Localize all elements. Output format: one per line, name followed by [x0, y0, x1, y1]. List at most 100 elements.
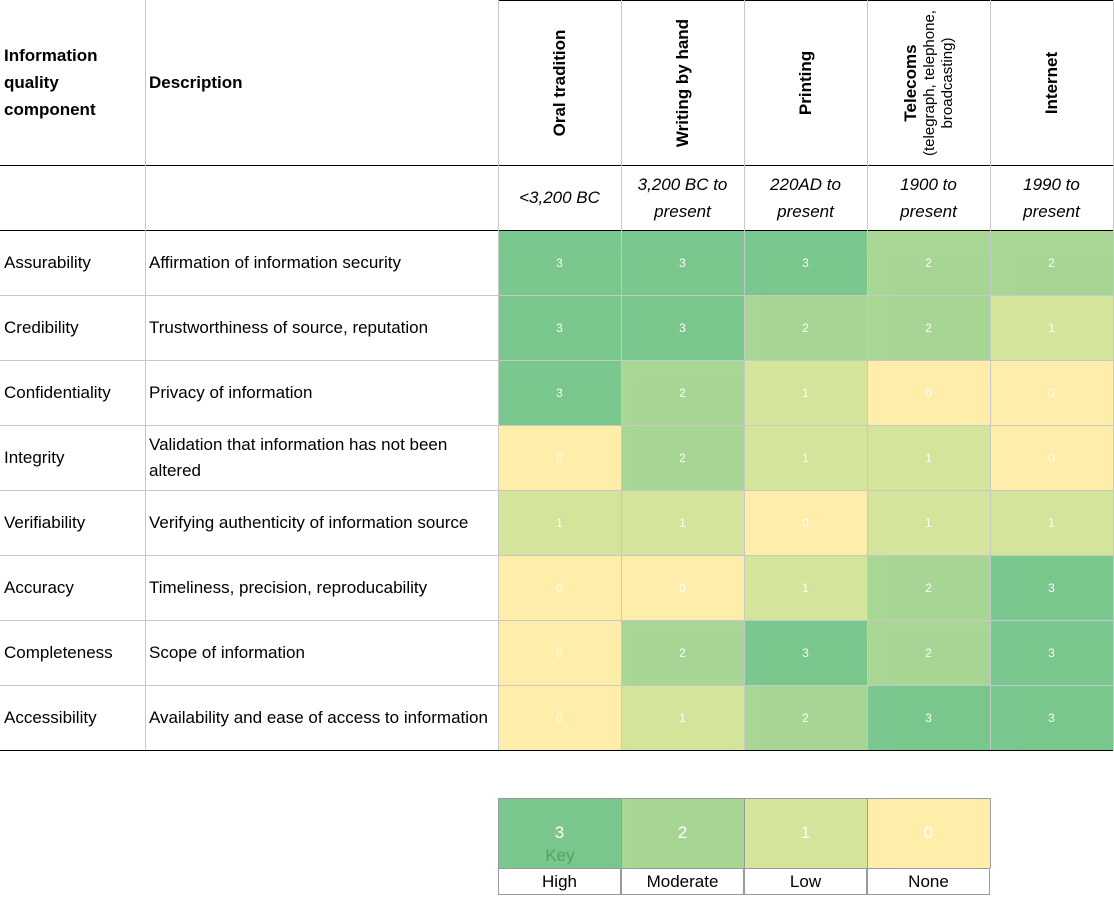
heatmap-cell: 2 [867, 620, 990, 685]
key-divider [498, 798, 499, 868]
heatmap-cell: 3 [990, 620, 1113, 685]
row-divider [0, 425, 1113, 426]
heatmap-cell: 3 [744, 620, 867, 685]
component-name: Verifiability [4, 512, 86, 532]
period-label-2: 3,200 BC to present [637, 174, 728, 221]
row-divider [0, 620, 1113, 621]
heatmap-cell: 2 [744, 295, 867, 360]
heatmap-cell: 3 [990, 685, 1113, 750]
heatmap-cell: 2 [867, 295, 990, 360]
key-divider [867, 798, 868, 868]
component-name: Accuracy [4, 577, 74, 597]
technology-subtitle: (telegraph, telephone, broadcasting) [920, 9, 956, 156]
component-description: Scope of information [149, 642, 305, 662]
key-swatch: 2 [621, 798, 744, 868]
technology-name: Telecoms [900, 43, 920, 122]
description-header: Description [149, 73, 243, 92]
heatmap-cell: 0 [498, 425, 621, 490]
heatmap-cell: 3 [867, 685, 990, 750]
component-description: Verifying authenticity of information so… [149, 512, 469, 532]
technology-name: Printing [795, 50, 815, 115]
heatmap-cell: 2 [867, 230, 990, 295]
col-divider [867, 0, 868, 750]
heatmap-cell: 1 [744, 360, 867, 425]
technology-header-1: Oral tradition [550, 8, 570, 158]
period-label-3: 220AD to present [770, 174, 841, 221]
heatmap-cell: 2 [990, 230, 1113, 295]
heatmap-cell: 2 [621, 425, 744, 490]
technology-name: Oral tradition [549, 29, 569, 136]
table-bottom-line [0, 750, 1113, 751]
heatmap-cell: 1 [621, 490, 744, 555]
key-level-label: High [498, 868, 621, 895]
key-level-label: Low [744, 868, 867, 895]
heatmap-cell: 1 [867, 490, 990, 555]
row-divider [0, 490, 1113, 491]
header-bottom-line [0, 165, 1113, 166]
row-divider [0, 555, 1113, 556]
top-border [498, 0, 1113, 1]
heatmap-cell: 1 [621, 685, 744, 750]
period-label-4: 1900 to present [900, 174, 957, 221]
col-divider [498, 0, 499, 750]
heatmap-cell: 2 [621, 360, 744, 425]
heatmap-cell: 0 [990, 425, 1113, 490]
heatmap-cell: 1 [867, 425, 990, 490]
key-divider [990, 798, 991, 868]
technology-header-5: Internet [1042, 8, 1062, 158]
heatmap-cell: 2 [867, 555, 990, 620]
key-divider [744, 798, 745, 868]
heatmap-cell: 0 [867, 360, 990, 425]
heatmap-cell: 2 [621, 620, 744, 685]
key-divider [621, 798, 622, 868]
component-name: Accessibility [4, 707, 97, 727]
key-level-label: Moderate [621, 868, 744, 895]
component-description: Privacy of information [149, 382, 313, 402]
component-name: Integrity [4, 447, 65, 467]
technology-header-2: Writing by hand [673, 8, 693, 158]
col-divider [145, 0, 146, 750]
heatmap-cell: 3 [498, 295, 621, 360]
heatmap-cell: 1 [744, 555, 867, 620]
col-divider [621, 0, 622, 750]
period-bottom-line [0, 230, 1113, 231]
row-divider [0, 360, 1113, 361]
heatmap-cell: 1 [498, 490, 621, 555]
technology-header-4: Telecoms (telegraph, telephone, broadcast… [901, 8, 957, 158]
heatmap-cell: 1 [990, 295, 1113, 360]
key-swatch: 3 [498, 798, 621, 868]
heatmap-cell: 0 [744, 490, 867, 555]
heatmap-cell: 3 [498, 360, 621, 425]
row-divider [0, 295, 1113, 296]
heatmap-cell: 0 [498, 555, 621, 620]
heatmap-cell: 0 [498, 620, 621, 685]
heatmap-cell: 3 [990, 555, 1113, 620]
heatmap-cell: 2 [744, 685, 867, 750]
heatmap-cell: 0 [990, 360, 1113, 425]
col-divider [744, 0, 745, 750]
heatmap-cell: 1 [990, 490, 1113, 555]
heatmap-cell: 3 [621, 295, 744, 360]
period-label-5: 1990 to present [1023, 174, 1080, 221]
heatmap-cell: 0 [621, 555, 744, 620]
technology-name: Internet [1041, 51, 1061, 114]
component-description: Validation that information has not been… [149, 434, 448, 480]
heatmap-cell: 3 [498, 230, 621, 295]
component-name: Completeness [4, 642, 113, 662]
period-label-1: <3,200 BC [519, 188, 600, 207]
component-description: Availability and ease of access to infor… [149, 707, 488, 727]
component-description: Affirmation of information security [149, 252, 401, 272]
col-divider [990, 0, 991, 750]
key-level-label: None [867, 868, 990, 895]
component-description: Trustworthiness of source, reputation [149, 317, 429, 337]
component-header: Information quality component [4, 46, 98, 119]
component-name: Assurability [4, 252, 91, 272]
component-name: Credibility [4, 317, 79, 337]
heatmap-cell: 3 [621, 230, 744, 295]
key-swatch: 1 [744, 798, 867, 868]
key-swatch: 0 [867, 798, 990, 868]
row-divider [0, 685, 1113, 686]
technology-header-3: Printing [796, 8, 816, 158]
technology-name: Writing by hand [672, 18, 692, 147]
heatmap-cell: 3 [744, 230, 867, 295]
